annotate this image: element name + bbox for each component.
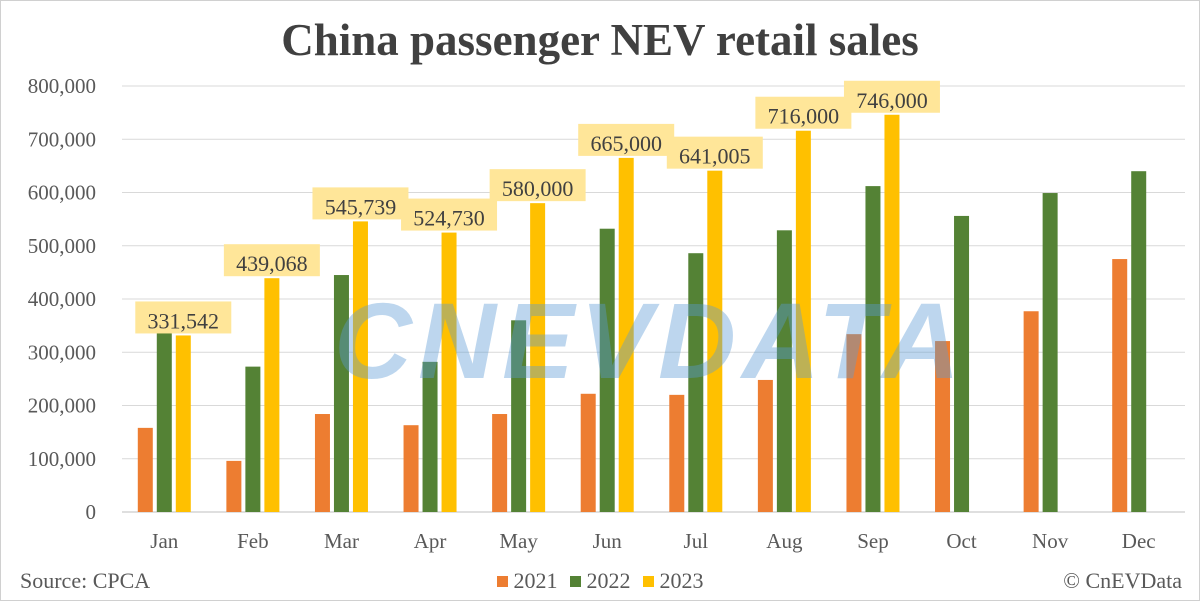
data-label: 439,068 bbox=[236, 251, 308, 276]
bar-2022-Oct bbox=[954, 215, 970, 512]
data-label: 331,542 bbox=[148, 308, 220, 333]
bar-2021-Oct bbox=[935, 341, 951, 512]
y-tick-label: 400,000 bbox=[28, 287, 96, 311]
x-tick-label: Jun bbox=[593, 529, 623, 553]
data-label: 665,000 bbox=[590, 131, 662, 156]
data-label-bg bbox=[223, 244, 320, 277]
legend-label: 2023 bbox=[659, 568, 704, 593]
bar-2022-Dec bbox=[1131, 171, 1147, 512]
y-tick-label: 500,000 bbox=[28, 234, 96, 258]
bar-2022-Nov bbox=[1042, 193, 1058, 512]
bar-2023-Aug bbox=[795, 130, 811, 513]
bar-2022-Feb bbox=[245, 366, 261, 512]
data-label-bg bbox=[843, 80, 940, 113]
data-label-bg bbox=[401, 198, 498, 231]
data-label: 746,000 bbox=[856, 88, 928, 113]
legend-swatch bbox=[569, 576, 581, 587]
bar-2021-Dec bbox=[1112, 259, 1128, 512]
bar-2022-Aug bbox=[776, 230, 792, 512]
bar-2023-Feb bbox=[264, 278, 280, 512]
legend-swatch bbox=[496, 576, 508, 587]
bar-2021-Sep bbox=[846, 334, 862, 512]
bar-2021-Apr bbox=[403, 425, 419, 512]
data-label-bg bbox=[489, 169, 586, 202]
data-label: 716,000 bbox=[768, 104, 840, 129]
bar-2022-May bbox=[511, 320, 527, 512]
legend: 2021 2022 2023 bbox=[0, 568, 1200, 594]
y-tick-label: 300,000 bbox=[28, 340, 96, 364]
y-tick-label: 600,000 bbox=[28, 181, 96, 205]
data-label: 580,000 bbox=[502, 176, 574, 201]
bar-2021-May bbox=[492, 414, 508, 512]
bar-2022-Jan bbox=[156, 327, 172, 512]
y-tick-label: 700,000 bbox=[28, 127, 96, 151]
data-label-bg bbox=[755, 96, 852, 129]
bar-2022-Jul bbox=[688, 253, 704, 512]
x-tick-label: Nov bbox=[1032, 529, 1069, 553]
bar-2022-Apr bbox=[422, 361, 438, 512]
x-tick-label: Apr bbox=[414, 529, 447, 553]
x-tick-label: Aug bbox=[766, 529, 803, 553]
bar-2023-May bbox=[530, 203, 546, 512]
legend-item-2022: 2022 bbox=[569, 568, 631, 594]
data-label-bg bbox=[135, 301, 232, 334]
x-tick-label: Sep bbox=[857, 529, 889, 553]
data-label-bg bbox=[666, 136, 763, 169]
bar-2021-Jan bbox=[137, 427, 153, 512]
legend-label: 2022 bbox=[586, 568, 631, 593]
bar-2022-Jun bbox=[599, 228, 615, 512]
x-tick-label: May bbox=[499, 529, 538, 553]
bar-2021-Mar bbox=[314, 414, 330, 512]
data-label: 641,005 bbox=[679, 144, 751, 169]
x-tick-label: Dec bbox=[1122, 529, 1156, 553]
data-label-bg bbox=[312, 187, 409, 220]
bar-2023-Jul bbox=[707, 170, 723, 512]
x-tick-label: Oct bbox=[946, 529, 976, 553]
bar-2022-Mar bbox=[333, 275, 349, 512]
bar-2021-Aug bbox=[757, 379, 773, 512]
data-label: 524,730 bbox=[413, 206, 485, 231]
y-tick-label: 0 bbox=[86, 500, 97, 524]
bar-2021-Jun bbox=[580, 393, 596, 512]
legend-item-2021: 2021 bbox=[496, 568, 558, 594]
legend-label: 2021 bbox=[513, 568, 558, 593]
y-tick-label: 200,000 bbox=[28, 394, 96, 418]
x-tick-label: Feb bbox=[237, 529, 269, 553]
bar-2022-Sep bbox=[865, 186, 881, 513]
bar-2021-Feb bbox=[226, 460, 242, 512]
x-tick-label: Mar bbox=[324, 529, 359, 553]
y-tick-label: 800,000 bbox=[28, 74, 96, 98]
data-label-bg bbox=[578, 123, 675, 156]
bar-2021-Jul bbox=[669, 394, 685, 512]
x-tick-label: Jul bbox=[684, 529, 709, 553]
watermark: CNEVDATA bbox=[334, 280, 966, 401]
bar-2023-Sep bbox=[884, 114, 900, 512]
x-tick-label: Jan bbox=[150, 529, 178, 553]
bar-2023-Apr bbox=[441, 232, 457, 512]
bar-2023-Jun bbox=[618, 157, 634, 512]
data-label: 545,739 bbox=[325, 194, 397, 219]
bar-2023-Jan bbox=[175, 335, 191, 512]
legend-item-2023: 2023 bbox=[642, 568, 704, 594]
source-note: Source: CPCA bbox=[20, 568, 151, 593]
chart-title: China passenger NEV retail sales bbox=[281, 15, 919, 65]
y-tick-label: 100,000 bbox=[28, 447, 96, 471]
bar-2023-Mar bbox=[352, 221, 368, 512]
bar-2021-Nov bbox=[1023, 311, 1039, 512]
credit-note: © CnEVData bbox=[1063, 568, 1182, 593]
legend-swatch bbox=[642, 576, 654, 587]
